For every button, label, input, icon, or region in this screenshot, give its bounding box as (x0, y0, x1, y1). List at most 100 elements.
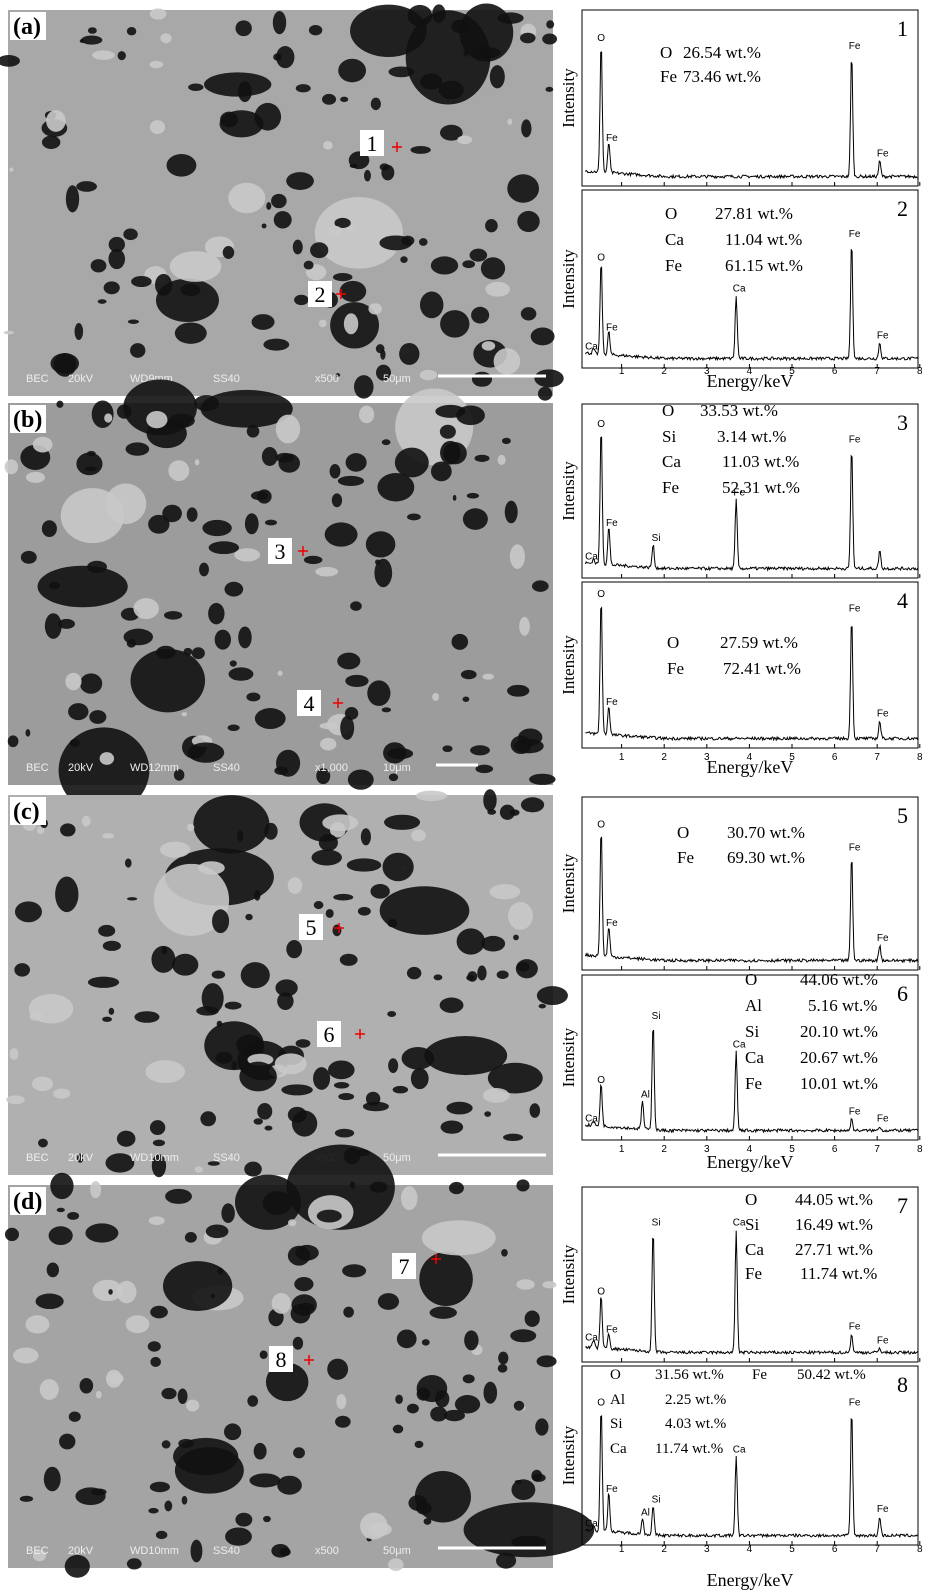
pore (422, 1339, 430, 1345)
pore (346, 453, 367, 472)
pore (13, 1347, 38, 1363)
pore (449, 1182, 464, 1194)
pore (239, 1062, 277, 1092)
pore (470, 745, 490, 755)
sem-info: 50μm (383, 1152, 411, 1164)
pore (323, 141, 333, 150)
pore (292, 1110, 317, 1136)
pore (68, 703, 88, 720)
pore (364, 170, 371, 181)
pore (265, 1126, 273, 1131)
pore (133, 598, 159, 619)
x-tick-label: 1 (619, 752, 625, 763)
pore (387, 748, 413, 759)
pore (85, 1223, 118, 1242)
pore (10, 1048, 19, 1060)
y-axis-label: Intensity (559, 1244, 578, 1304)
pore (419, 1252, 473, 1306)
x-tick-label: 5 (789, 1544, 795, 1555)
pore (127, 897, 137, 900)
pore (21, 551, 37, 564)
pore (483, 789, 496, 811)
wt-percent: 31.56 wt.% (655, 1367, 724, 1383)
pore (175, 1447, 244, 1494)
pore (381, 165, 394, 181)
y-axis-label: Intensity (559, 461, 578, 521)
pore (407, 1404, 419, 1414)
sem-info: BEC (26, 1545, 49, 1557)
peak-label: O (597, 1075, 605, 1086)
pore (476, 765, 493, 774)
pore (224, 582, 243, 597)
peak-label: Fe (849, 41, 861, 52)
pore (153, 1140, 165, 1146)
pore (90, 1181, 101, 1198)
pore (440, 310, 469, 338)
pore (88, 977, 119, 988)
sem-info: 50μm (383, 1545, 411, 1557)
pore (263, 339, 289, 351)
wt-percent: 16.49 wt.% (795, 1215, 873, 1234)
pore (513, 935, 519, 941)
sem-info: BEC (26, 762, 49, 774)
pore (204, 72, 271, 96)
element: O (677, 823, 689, 842)
pore (66, 185, 79, 212)
pore (279, 1548, 290, 1556)
pore (47, 1263, 59, 1278)
sem-info: 20kV (68, 1152, 94, 1164)
pore (453, 495, 457, 501)
pore (368, 303, 382, 314)
pore (534, 369, 563, 387)
pore (245, 914, 252, 920)
pore (326, 909, 334, 918)
pore (193, 795, 269, 853)
wt-percent: 26.54 wt.% (683, 43, 761, 62)
pore (257, 489, 272, 503)
spectrum-number: 5 (897, 803, 908, 828)
pore (156, 646, 176, 659)
pore (542, 34, 557, 45)
wt-percent: 11.03 wt.% (722, 452, 799, 471)
sem-info: WD10mm (130, 1152, 179, 1164)
pore (220, 112, 238, 128)
pore (467, 493, 479, 499)
pore (511, 1536, 546, 1549)
wt-percent: 11.74 wt.% (655, 1441, 723, 1457)
pore (69, 1412, 81, 1422)
pore (164, 1500, 172, 1511)
wt-percent: 44.05 wt.% (795, 1190, 873, 1209)
element: Fe (667, 659, 684, 678)
pore (463, 508, 488, 530)
wt-percent: 33.53 wt.% (700, 401, 778, 420)
pore (160, 33, 171, 43)
element: Fe (752, 1367, 767, 1383)
pore (337, 653, 360, 670)
marker-label: 1 (367, 131, 378, 156)
pore (516, 1279, 534, 1289)
peak-label: Fe (877, 330, 889, 341)
pore (260, 1350, 268, 1359)
pore (230, 660, 237, 666)
pore (452, 634, 469, 650)
sem-info: x500 (315, 1545, 339, 1557)
peak-label: Fe (606, 518, 618, 529)
pore (444, 1410, 465, 1421)
pore (232, 1061, 237, 1070)
pore (275, 1053, 307, 1074)
spectrum-number: 2 (897, 196, 908, 221)
pore (462, 260, 475, 268)
pore (59, 1434, 75, 1450)
pore (340, 954, 358, 966)
pore (346, 226, 356, 231)
x-tick-label: 2 (661, 1144, 667, 1155)
pore (238, 81, 252, 102)
wt-percent: 27.81 wt.% (715, 204, 793, 223)
pore (431, 256, 458, 274)
pore (235, 20, 251, 36)
element: O (745, 1190, 757, 1209)
pore (91, 1488, 106, 1495)
pore (218, 1268, 224, 1275)
pore (500, 805, 515, 820)
marker-label: 3 (275, 539, 286, 564)
